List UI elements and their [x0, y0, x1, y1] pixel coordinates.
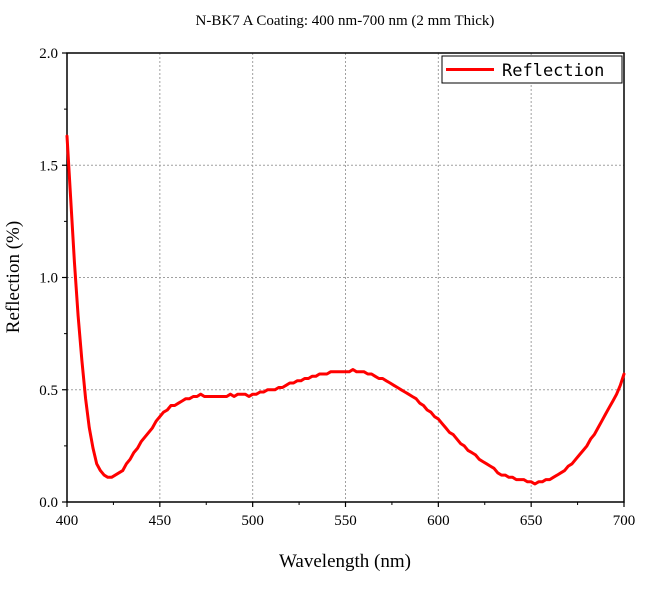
- y-tick-label: 2.0: [39, 46, 58, 62]
- y-tick-label: 0.0: [39, 495, 58, 511]
- series-line-reflection: [65, 134, 626, 486]
- legend: Reflection: [441, 55, 623, 84]
- series-layer: [65, 134, 626, 486]
- x-axis-title: Wavelength (nm): [279, 551, 411, 572]
- chart-title: N-BK7 A Coating: 400 nm-700 nm (2 mm Thi…: [196, 13, 495, 29]
- x-tick-label: 500: [241, 513, 264, 529]
- grid: [67, 53, 624, 502]
- x-tick-label: 650: [520, 513, 543, 529]
- y-axis-tick-labels: 0.0 0.5 1.0 1.5 2.0: [39, 46, 58, 511]
- x-tick-label: 400: [56, 513, 79, 529]
- x-tick-label: 600: [427, 513, 450, 529]
- axis-ticks: [62, 52, 625, 507]
- x-tick-label: 450: [149, 513, 172, 529]
- y-axis-title: Reflection (%): [3, 221, 24, 333]
- x-tick-label: 700: [613, 513, 636, 529]
- y-tick-label: 1.5: [39, 158, 58, 174]
- legend-label-reflection: Reflection: [502, 61, 604, 81]
- y-tick-label: 1.0: [39, 271, 58, 287]
- x-tick-label: 550: [334, 513, 357, 529]
- y-tick-label: 0.5: [39, 383, 58, 399]
- x-axis-tick-labels: 400 450 500 550 600 650 700: [56, 513, 636, 529]
